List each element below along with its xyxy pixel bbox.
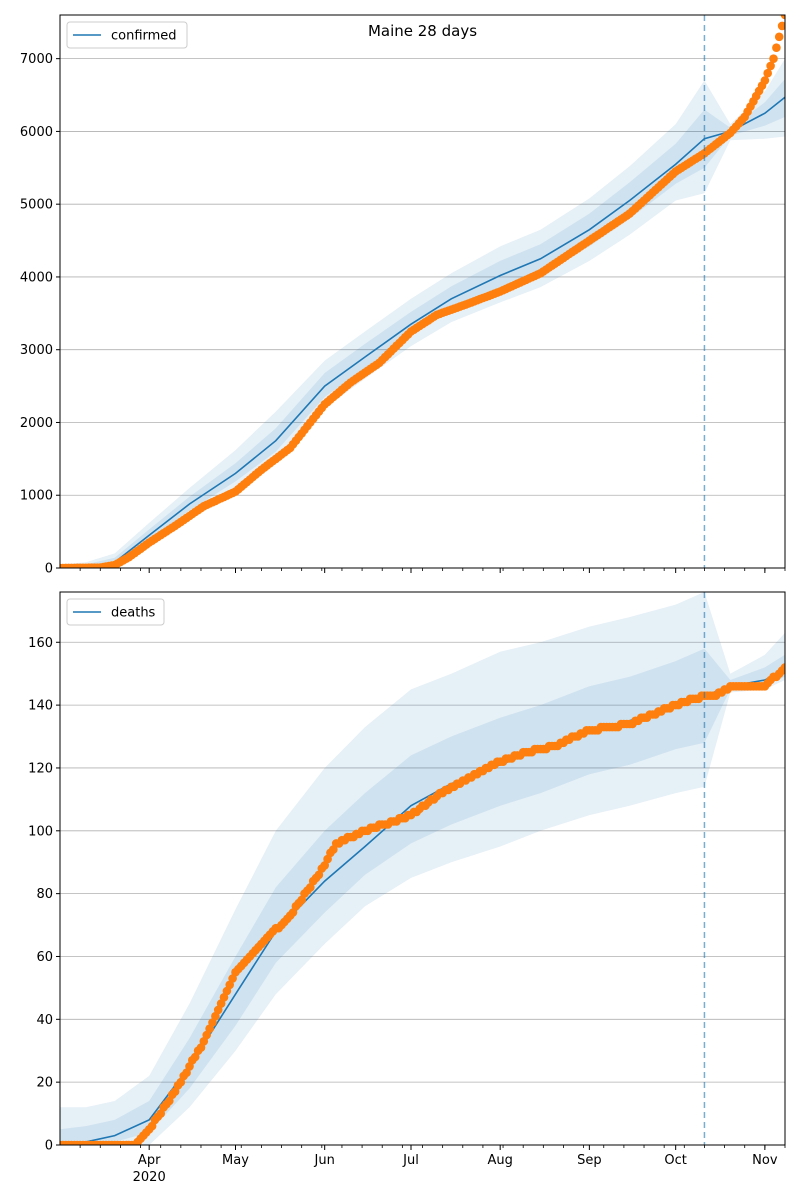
y-tick-label: 3000 [20, 343, 53, 358]
observed-point [780, 15, 785, 20]
x-tick-label: Apr [138, 1153, 161, 1168]
x-tick-label: May [222, 1153, 249, 1168]
x-tick-sublabel: 2020 [133, 1170, 166, 1185]
x-tick-label: Aug [487, 1153, 512, 1168]
chart-title: Maine 28 days [368, 22, 477, 40]
legend: confirmed [66, 21, 188, 49]
confidence-band-0 [60, 58, 785, 568]
y-tick-label: 0 [45, 562, 53, 577]
axes-frame [59, 14, 786, 569]
deaths-panel: 0 20 40 60 80 100 120 140 160 Apr 2020 May Jun Jul Aug… [28, 591, 786, 1185]
y-tick-label: 100 [28, 824, 53, 839]
legend: deaths [66, 598, 165, 626]
y-tick-label: 2000 [20, 416, 53, 431]
observed-point [774, 32, 784, 42]
observed-point [780, 663, 785, 672]
legend-label: confirmed [111, 29, 177, 44]
x-tick-label: Jul [402, 1153, 419, 1168]
y-tick-label: 7000 [20, 52, 53, 67]
y-tick-label: 6000 [20, 125, 53, 140]
observed-point [777, 21, 785, 31]
x-tick-label: Oct [664, 1153, 686, 1168]
y-tick-label: 60 [36, 950, 53, 965]
legend-box [66, 21, 188, 49]
plot-area [60, 15, 785, 568]
y-tick-label: 140 [28, 699, 53, 714]
x-tick-label: Nov [752, 1153, 778, 1168]
observed-point [769, 54, 778, 63]
y-tick-label: 5000 [20, 198, 53, 213]
confirmed-panel: 0 1000 2000 3000 4000 5000 6000 7000 Maine 28 da… [20, 14, 786, 577]
model-line [60, 96, 785, 568]
observed-point [772, 43, 781, 52]
y-tick-label: 120 [28, 761, 53, 776]
y-tick-label: 1000 [20, 489, 53, 504]
legend-box [66, 598, 165, 626]
observed-point [766, 61, 775, 71]
observed-point [763, 68, 772, 78]
legend-label: deaths [111, 606, 156, 621]
observed-point [760, 76, 770, 85]
y-tick-label: 80 [36, 887, 53, 902]
x-tick-label: Jun [314, 1153, 335, 1168]
plot-area [60, 592, 785, 1145]
y-tick-label: 4000 [20, 270, 53, 285]
y-tick-label: 20 [36, 1076, 53, 1091]
y-tick-label: 160 [28, 636, 53, 651]
y-tick-label: 40 [36, 1013, 53, 1028]
x-tick-label: Sep [577, 1153, 602, 1168]
y-tick-label: 0 [45, 1139, 53, 1154]
